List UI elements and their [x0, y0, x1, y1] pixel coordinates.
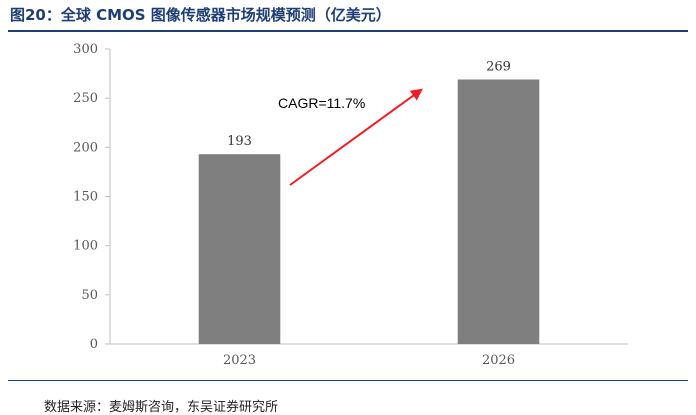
- data-label-2023: 193: [227, 134, 252, 149]
- data-labels: 193 269: [227, 59, 511, 149]
- x-tick-label-2023: 2023: [223, 353, 256, 368]
- y-tick-label: 50: [81, 288, 98, 303]
- cagr-arrow: [289, 88, 423, 186]
- title-rule: [8, 30, 688, 32]
- data-label-2026: 269: [486, 59, 511, 74]
- cagr-label: CAGR=11.7%: [278, 95, 365, 111]
- y-tick-label: 150: [73, 190, 98, 205]
- bar-2023: [198, 154, 281, 344]
- y-tick-label: 250: [73, 91, 98, 106]
- x-tick-label-2026: 2026: [482, 353, 515, 368]
- y-axis: 0 50 100 150 200 250 300: [73, 42, 111, 352]
- bars: [198, 79, 540, 344]
- source-note: 数据来源：麦姆斯咨询，东吴证券研究所: [44, 400, 279, 415]
- bar-2026: [457, 79, 540, 344]
- y-tick-label: 100: [73, 239, 98, 254]
- x-axis: 2023 2026: [110, 343, 628, 368]
- figure-title: 图20：全球 CMOS 图像传感器市场规模预测（亿美元）: [10, 6, 391, 24]
- cagr-annotation: CAGR=11.7%: [278, 88, 423, 186]
- y-tick-label: 0: [90, 337, 98, 352]
- y-tick-label: 300: [73, 42, 98, 57]
- footer-rule: [8, 380, 688, 381]
- y-tick-label: 200: [73, 140, 98, 155]
